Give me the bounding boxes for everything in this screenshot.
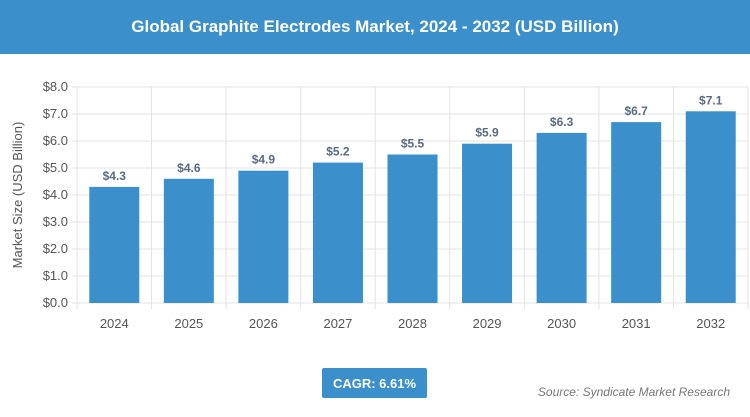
x-tick-label: 2027 xyxy=(323,316,352,331)
x-tick-label: 2025 xyxy=(174,316,203,331)
y-tick-label: $5.0 xyxy=(43,160,68,175)
y-tick-label: $6.0 xyxy=(43,133,68,148)
bar-2025 xyxy=(163,178,214,303)
y-tick-label: $8.0 xyxy=(43,79,68,94)
data-label: $4.6 xyxy=(177,161,201,175)
bar-2024 xyxy=(89,186,140,303)
bar-2031 xyxy=(611,122,662,303)
x-tick-label: 2029 xyxy=(473,316,502,331)
x-tick-label: 2028 xyxy=(398,316,427,331)
y-tick-label: $3.0 xyxy=(43,214,68,229)
x-tick-label: 2026 xyxy=(249,316,278,331)
y-tick-label: $0.0 xyxy=(43,295,68,310)
x-tick-label: 2031 xyxy=(622,316,651,331)
y-tick-label: $4.0 xyxy=(43,187,68,202)
y-tick-label: $7.0 xyxy=(43,106,68,121)
data-label: $6.7 xyxy=(624,104,648,118)
data-label: $5.2 xyxy=(326,145,350,159)
bar-chart: $0.0 $1.0 $2.0 $3.0 $4.0 $5.0 $6.0 $7.0 $8.0 $4.3… xyxy=(10,79,749,331)
y-axis-label: Market Size (USD Billion) xyxy=(10,122,25,269)
bar-2027 xyxy=(312,162,363,303)
source-note: Source: Syndicate Market Research xyxy=(537,385,730,399)
data-label: $5.9 xyxy=(475,126,499,140)
x-tick-label: 2032 xyxy=(696,316,725,331)
bar-2032 xyxy=(685,111,736,303)
bar-2026 xyxy=(238,170,289,303)
data-label: $4.3 xyxy=(103,169,127,183)
y-tick-label: $2.0 xyxy=(43,241,68,256)
bar-2028 xyxy=(387,154,438,303)
x-tick-label: 2030 xyxy=(547,316,576,331)
data-label: $4.9 xyxy=(252,153,276,167)
data-label: $5.5 xyxy=(401,137,425,151)
bar-2029 xyxy=(462,143,513,303)
chart-title: Global Graphite Electrodes Market, 2024 … xyxy=(0,0,750,54)
data-label: $6.3 xyxy=(550,115,574,129)
data-label: $7.1 xyxy=(699,93,723,107)
bar-2030 xyxy=(536,132,587,303)
cagr-badge: CAGR: 6.61% xyxy=(322,368,427,398)
x-tick-label: 2024 xyxy=(100,316,129,331)
y-tick-label: $1.0 xyxy=(43,268,68,283)
